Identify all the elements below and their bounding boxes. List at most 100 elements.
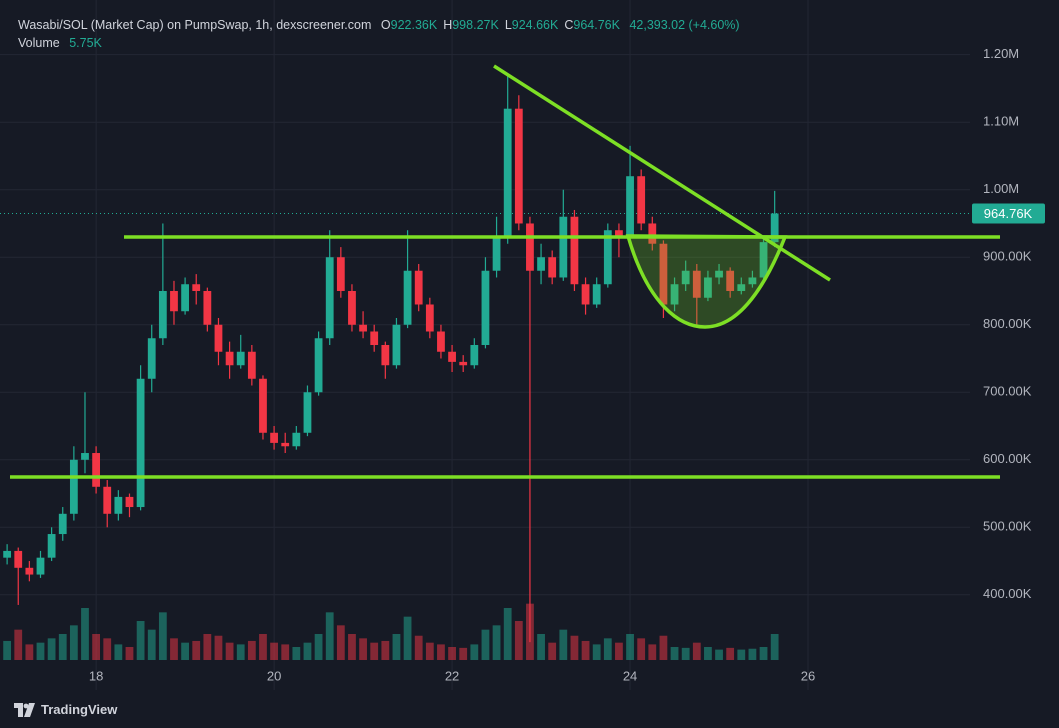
x-tick-label: 20 [267, 668, 281, 683]
candle-body [36, 557, 45, 575]
volume-bar [759, 647, 768, 660]
candle-body [570, 216, 579, 285]
candle-body [548, 257, 557, 278]
volume-bar [236, 644, 245, 660]
candle-body [681, 270, 690, 285]
volume-bar [425, 642, 434, 660]
volume-bar [47, 638, 56, 660]
volume-bar [136, 621, 145, 660]
x-tick-label: 26 [801, 668, 815, 683]
candle-body [503, 108, 512, 237]
volume-bar [303, 642, 312, 660]
candle-body [181, 284, 189, 312]
candle-body [292, 432, 301, 447]
cup-pattern [625, 234, 788, 329]
volume-bar [492, 625, 501, 660]
volume-bar [392, 634, 401, 660]
volume-bar [637, 638, 646, 660]
volume-bar [325, 612, 334, 660]
volume-bar [770, 634, 779, 660]
candle-body [659, 243, 668, 305]
legend-header: Wasabi/SOL (Market Cap) on PumpSwap, 1h,… [18, 18, 740, 32]
volume-bar [114, 644, 123, 660]
y-tick-label: 400.00K [983, 586, 1032, 601]
brand-name: TradingView [41, 702, 118, 717]
x-tick-label: 18 [89, 668, 103, 683]
candle-body [559, 216, 568, 278]
volume-bar [659, 635, 668, 660]
candle-body [414, 270, 423, 305]
candle-body [81, 453, 89, 460]
volume-bar [225, 642, 234, 660]
candle-body [526, 223, 534, 271]
volume-bar [715, 649, 723, 660]
volume-bar [270, 642, 278, 660]
volume-bar [692, 642, 701, 660]
volume-bar [459, 647, 468, 660]
candle-body [581, 284, 590, 305]
candle-body [370, 331, 379, 345]
x-tick-label: 22 [445, 668, 459, 683]
candle-body [392, 324, 401, 366]
volume-bar [704, 647, 712, 660]
candle-body [247, 351, 256, 379]
candle-body [425, 304, 434, 332]
candle-body [481, 270, 490, 345]
volume-bar [726, 647, 735, 660]
candle-body [459, 361, 468, 366]
volume-bar [414, 635, 423, 660]
volume-bar [281, 644, 290, 660]
volume-value: 5.75K [69, 36, 102, 50]
volume-bar [681, 647, 690, 660]
volume-bar [158, 612, 167, 660]
volume-bar [259, 634, 267, 660]
candle-body [303, 392, 312, 433]
brand[interactable]: TradingView [14, 702, 117, 717]
candle-body [737, 284, 746, 291]
volume-bar [615, 642, 623, 660]
symbol-title: Wasabi/SOL (Market Cap) on PumpSwap, 1h,… [18, 18, 372, 32]
volume-bar [737, 649, 746, 660]
y-tick-label: 600.00K [983, 451, 1032, 466]
volume-bar [537, 634, 545, 660]
candle-body [770, 213, 779, 243]
ohlc-key: H [443, 18, 453, 32]
candle-body [147, 338, 156, 379]
y-tick-label: 700.00K [983, 384, 1032, 399]
last-price-tag [972, 203, 1045, 224]
price-axis: 400.00K 500.00K 600.00K 700.00K 800.00K 900.0… [89, 46, 1045, 683]
volume-header: Volume 5.75K [18, 36, 102, 50]
candle-layer [3, 74, 779, 643]
ohlc-key: O [380, 18, 391, 32]
candle-body [615, 230, 623, 237]
candle-body [537, 257, 545, 271]
last-price-label: 964.76K [984, 206, 1033, 221]
volume-bar [437, 644, 445, 660]
volume-bar [448, 647, 456, 660]
candle-body [25, 567, 34, 575]
volume-bar [381, 640, 390, 660]
candle-body [314, 338, 323, 393]
y-tick-label: 500.00K [983, 519, 1032, 534]
volume-bar [581, 640, 590, 660]
brand-logo [14, 702, 35, 717]
ohlc-values: O922.36K H998.27K L924.66K C964.76K [375, 18, 620, 32]
candle-body [704, 277, 712, 298]
candle-body [748, 277, 757, 285]
volume-bar [626, 634, 634, 660]
volume-bar [359, 638, 367, 660]
volume-bar [648, 644, 657, 660]
volume-bar [348, 634, 356, 660]
volume-bar [481, 629, 490, 660]
volume-layer [3, 603, 779, 660]
volume-bar [25, 644, 34, 660]
candle-body [3, 550, 12, 558]
candle-body [692, 270, 701, 298]
candle-body [470, 345, 479, 366]
candle-body [270, 432, 278, 443]
candle-body [58, 513, 67, 535]
candle-body [381, 345, 390, 366]
volume-bar [14, 629, 23, 660]
candle-body [715, 270, 723, 278]
